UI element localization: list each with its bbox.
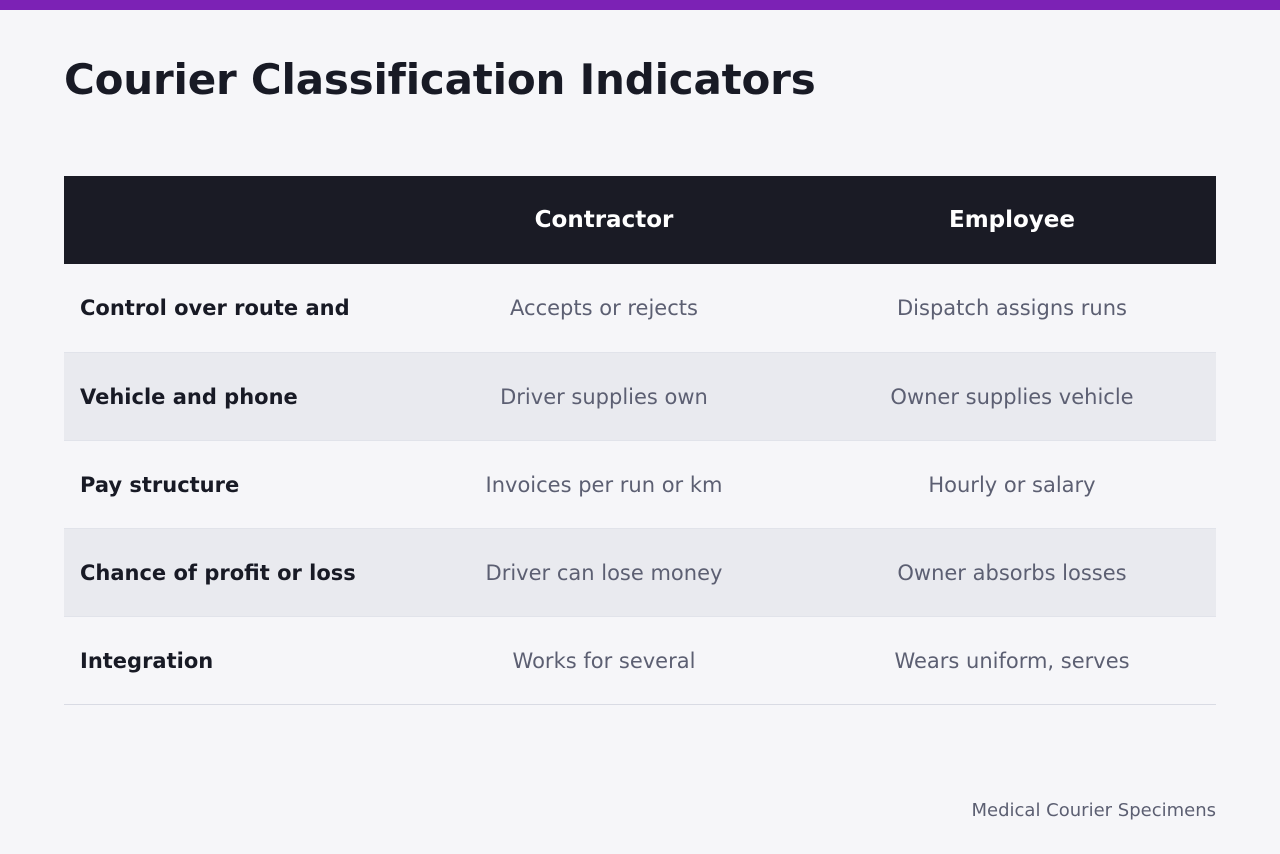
header-contractor: Contractor <box>534 207 674 233</box>
employee-cell: Owner supplies vehicle <box>890 384 1134 409</box>
employee-cell: Wears uniform, serves <box>894 648 1130 673</box>
table-row: Integration Works for several Wears unif… <box>64 616 1216 704</box>
table-row: Pay structure Invoices per run or km Hou… <box>64 440 1216 528</box>
row-label: Integration <box>80 648 214 673</box>
contractor-cell: Driver supplies own <box>500 384 708 409</box>
table-row: Control over route and Accepts or reject… <box>64 264 1216 352</box>
contractor-cell: Accepts or rejects <box>510 296 698 320</box>
row-label: Chance of profit or loss <box>80 560 356 585</box>
contractor-cell: Driver can lose money <box>485 560 723 585</box>
employee-cell: Dispatch assigns runs <box>897 296 1127 320</box>
header-employee: Employee <box>948 207 1076 233</box>
table-row: Chance of profit or loss Driver can lose… <box>64 528 1216 616</box>
table-header: Contractor Employee <box>64 176 1216 264</box>
row-label: Vehicle and phone <box>80 384 298 409</box>
table-row: Vehicle and phone Driver supplies own Ow… <box>64 352 1216 440</box>
top-accent-bar <box>0 0 1280 10</box>
row-label: Control over route and <box>80 296 350 320</box>
contractor-cell: Works for several <box>512 648 696 673</box>
contractor-cell: Invoices per run or km <box>485 472 723 497</box>
classification-table: Contractor Employee Control over route a… <box>64 176 1216 705</box>
page-title: Courier Classification Indicators <box>64 55 816 104</box>
row-label: Pay structure <box>80 472 240 497</box>
employee-cell: Hourly or salary <box>928 472 1096 497</box>
employee-cell: Owner absorbs losses <box>897 560 1127 585</box>
footer-source-label: Medical Courier Specimens <box>971 800 1217 821</box>
